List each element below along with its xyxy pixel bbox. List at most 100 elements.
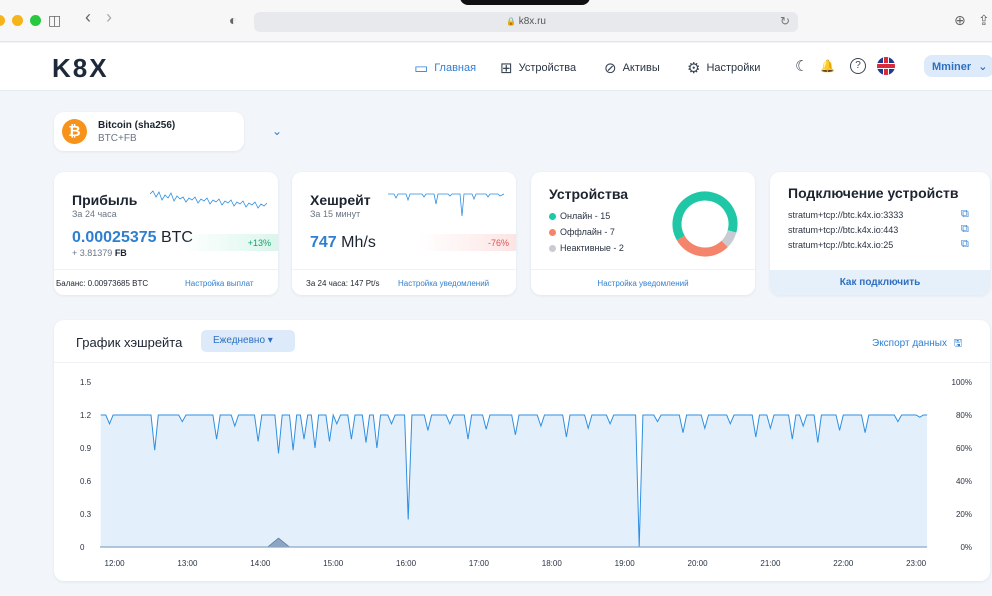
hashrate-line xyxy=(100,413,928,548)
nav-item-assets[interactable]: ⊘ Активы xyxy=(604,59,660,77)
coin-selector[interactable]: ₿ Bitcoin (sha256) BTC+FB ⌄ xyxy=(54,112,282,151)
nav-label: Главная xyxy=(434,62,477,74)
devices-footer: Настройка уведомлений xyxy=(531,269,755,295)
uk-flag-icon[interactable] xyxy=(877,57,895,75)
y-tick-label: 1.2 xyxy=(80,411,92,420)
devices-notify-link[interactable]: Настройка уведомлений xyxy=(597,279,689,288)
x-tick-label: 18:00 xyxy=(542,559,563,568)
x-tick-label: 23:00 xyxy=(906,559,927,568)
x-tick-label: 12:00 xyxy=(105,559,126,568)
x-tick-label: 15:00 xyxy=(323,559,344,568)
help-icon[interactable]: ? xyxy=(850,58,866,74)
hashrate-notify-link[interactable]: Настройка уведомлений xyxy=(398,279,490,288)
online-label: Онлайн - 15 xyxy=(560,211,611,221)
devices-online: Онлайн - 15 xyxy=(549,211,610,221)
nav-item-settings[interactable]: ⚙ Настройки xyxy=(687,59,760,77)
export-label: Экспорт данных xyxy=(872,338,947,349)
gear-icon: ⚙ xyxy=(687,60,701,77)
hashrate-footer: За 24 часа: 147 Pt/s Настройка уведомлен… xyxy=(292,269,516,295)
maximize-dot[interactable] xyxy=(12,15,23,26)
y2-tick-label: 80% xyxy=(956,411,972,420)
forward-icon[interactable]: › xyxy=(106,7,112,27)
x-tick-label: 13:00 xyxy=(177,559,198,568)
monitor-icon: ▭ xyxy=(414,60,429,77)
hashrate-chart-card: График хэшрейта Ежедневно ▾ Экспорт данн… xyxy=(54,320,990,581)
devices-inactive: Неактивные - 2 xyxy=(549,243,624,253)
how-to-connect-button[interactable]: Как подключить xyxy=(770,270,990,295)
period-dropdown[interactable]: Ежедневно ▾ xyxy=(201,330,295,352)
bell-icon[interactable]: 🔔 xyxy=(820,59,835,73)
hashrate-sparkline xyxy=(388,193,504,217)
address-bar[interactable]: 🔒 k8x.ru ↻ xyxy=(254,12,798,32)
y-tick-label: 0 xyxy=(80,543,85,552)
y2-tick-label: 60% xyxy=(956,444,972,453)
back-icon[interactable]: ‹ xyxy=(85,7,91,27)
nav-label: Настройки xyxy=(706,62,761,74)
hashrate-number: 747 xyxy=(310,234,337,251)
stratum-url-3: stratum+tcp://btc.k4x.io:25 xyxy=(788,240,894,250)
offline-dot-icon xyxy=(549,228,556,236)
donut-slice-online xyxy=(672,191,738,257)
balance-text: Баланс: 0.00973685 BTC xyxy=(56,279,149,288)
devices-card: Устройства Онлайн - 15 Оффлайн - 7 Неакт… xyxy=(531,172,755,295)
hashrate-daily: За 24 часа: 147 Pt/s xyxy=(306,279,380,288)
shield-icon[interactable]: ◐ xyxy=(229,12,238,28)
payout-settings-link[interactable]: Настройка выплат xyxy=(185,279,254,288)
copy-icon[interactable]: ⧉ xyxy=(961,223,969,235)
stratum-url-2: stratum+tcp://btc.k4x.io:443 xyxy=(788,225,899,235)
hashrate-chart: 1.5 1.2 0.9 0.6 0.3 0 100% 80% 60% 40% 20% 0% 12:00 1… xyxy=(80,378,972,568)
connect-title: Подключение устройств xyxy=(788,185,959,201)
user-name: Mminer xyxy=(932,61,972,73)
minimize-dot[interactable] xyxy=(0,15,5,26)
y2-tick-label: 20% xyxy=(956,510,972,519)
export-data-button[interactable]: Экспорт данных 🖫 xyxy=(872,336,962,353)
x-tick-label: 22:00 xyxy=(833,559,854,568)
online-dot-icon xyxy=(549,212,556,220)
coin-subtitle: BTC+FB xyxy=(98,133,137,144)
x-tick-label: 20:00 xyxy=(688,559,709,568)
hashrate-unit: Mh/s xyxy=(341,234,376,251)
download-icon[interactable]: ⊕ xyxy=(954,12,966,28)
x-tick-label: 14:00 xyxy=(250,559,271,568)
nav-item-devices[interactable]: ⊞ Устройства xyxy=(500,59,576,77)
nav-item-home[interactable]: ▭ Главная xyxy=(414,59,476,77)
devices-donut xyxy=(672,191,738,257)
url-text: 🔒 k8x.ru xyxy=(254,16,798,27)
x-tick-label: 17:00 xyxy=(469,559,490,568)
hashrate-title: Хешрейт xyxy=(310,192,371,208)
copy-icon[interactable]: ⧉ xyxy=(961,208,969,220)
logo[interactable]: K8X xyxy=(52,53,109,83)
chart-title: График хэшрейта xyxy=(76,335,183,350)
chevron-down-icon: ⌄ xyxy=(272,124,283,138)
moon-icon[interactable]: ☾ xyxy=(795,58,809,75)
devices-title: Устройства xyxy=(549,186,629,202)
chart-divider xyxy=(54,362,990,363)
devices-offline: Оффлайн - 7 xyxy=(549,227,615,237)
y-tick-label: 0.6 xyxy=(80,477,92,486)
lock-icon: 🔒 xyxy=(506,17,516,26)
copy-icon[interactable]: ⧉ xyxy=(961,238,969,250)
x-tick-label: 16:00 xyxy=(396,559,417,568)
share-icon[interactable]: ⇪ xyxy=(978,12,990,28)
reload-icon[interactable]: ↻ xyxy=(779,14,790,28)
hashrate-card: Хешрейт За 15 минут 747 Mh/s -76% За 24 … xyxy=(292,172,516,295)
inactive-dot-icon xyxy=(549,244,556,252)
profit-change-badge: +13% xyxy=(182,234,278,251)
profit-value: 0.00025375 BTC xyxy=(72,229,193,247)
browser-chrome: ◫ ‹ › ◐ 🔒 k8x.ru ↻ ⊕ ⇪ xyxy=(0,0,992,42)
sidebar-toggle-icon[interactable]: ◫ xyxy=(48,12,62,28)
assets-icon: ⊘ xyxy=(604,60,617,77)
chevron-down-icon: ⌄ xyxy=(978,61,988,73)
profit-fb-value: + 3.81379 xyxy=(72,248,113,258)
app-header: K8X ▭ Главная ⊞ Устройства ⊘ Активы ⚙ На… xyxy=(0,43,992,91)
save-icon: 🖫 xyxy=(953,338,963,349)
camera-notch xyxy=(460,0,590,5)
zoom-dot[interactable] xyxy=(30,15,41,26)
profit-title: Прибыль xyxy=(72,192,138,208)
x-tick-label: 19:00 xyxy=(615,559,636,568)
window-controls xyxy=(0,15,41,26)
user-menu[interactable]: Mminer ⌄ xyxy=(924,55,992,77)
hashrate-subtitle: За 15 минут xyxy=(310,209,361,219)
inactive-label: Неактивные - 2 xyxy=(560,243,624,253)
stratum-url-1: stratum+tcp://btc.k4x.io:3333 xyxy=(788,210,904,220)
